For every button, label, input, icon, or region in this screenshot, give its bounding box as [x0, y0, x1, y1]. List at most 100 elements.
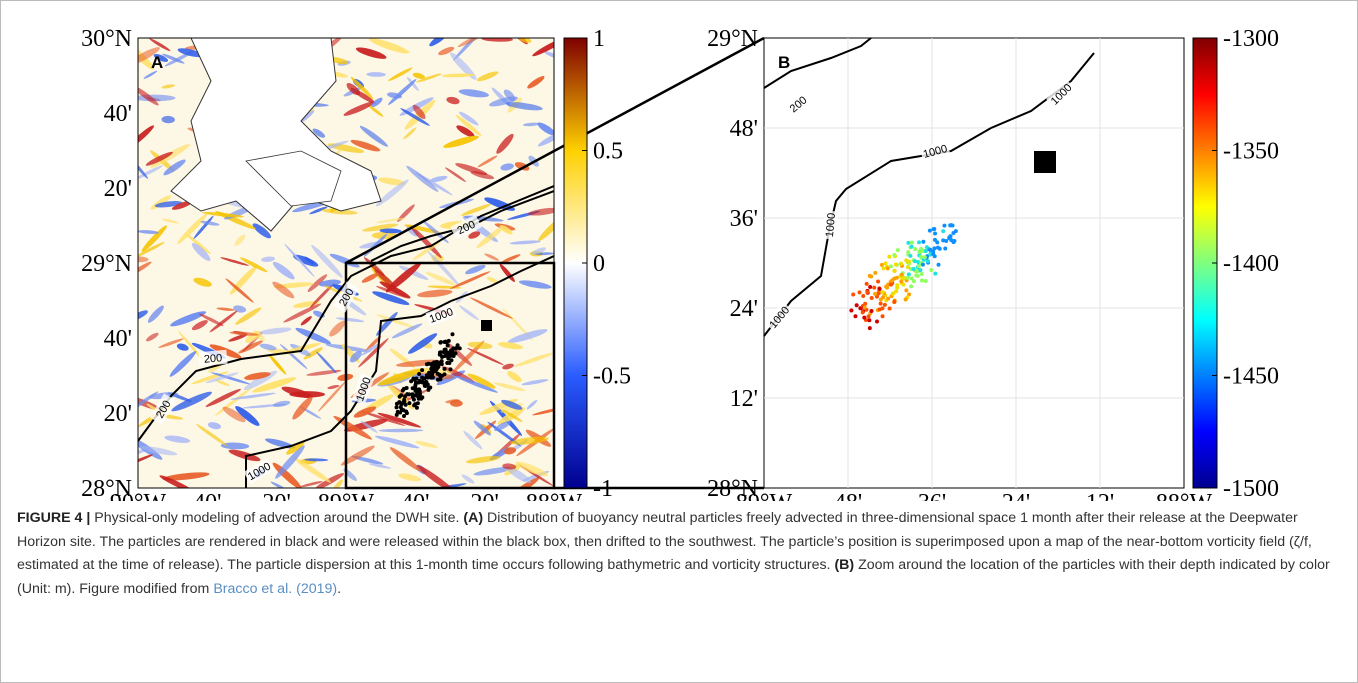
vorticity-streak [429, 175, 448, 183]
vorticity-streak [332, 479, 344, 488]
vorticity-streak [349, 350, 362, 363]
particle [941, 238, 946, 243]
particle [917, 249, 922, 254]
particle [427, 373, 432, 378]
vorticity-streak [360, 410, 406, 426]
contours [763, 37, 1095, 337]
particle [919, 246, 924, 251]
particle [949, 223, 954, 228]
particle [453, 346, 458, 351]
particle [394, 412, 399, 417]
vorticity-streak [205, 388, 241, 407]
particle [892, 268, 897, 273]
vorticity-streak [164, 435, 191, 443]
vorticity-streak [388, 67, 413, 82]
particle [874, 294, 879, 299]
vorticity-streak [225, 278, 254, 303]
particle [880, 290, 885, 295]
vorticity-streak [461, 203, 491, 216]
vorticity-streak [196, 423, 228, 447]
vorticity-streak [333, 415, 372, 440]
vorticity-streak [493, 382, 526, 392]
particle [423, 383, 428, 388]
vorticity-streak [275, 445, 305, 479]
vorticity-streak [351, 455, 384, 465]
particle [410, 392, 415, 397]
particle [442, 366, 447, 371]
caption-text: Physical-only modeling of advection arou… [90, 510, 464, 526]
particle [446, 356, 451, 361]
particle [895, 248, 900, 253]
vorticity-streak [146, 332, 159, 342]
vorticity-streak [216, 379, 230, 387]
vorticity-streak [504, 447, 517, 455]
vorticity-streak [377, 368, 423, 386]
vorticity-streak [528, 207, 554, 216]
caption-label: (A) [463, 510, 484, 526]
particle [943, 246, 948, 251]
particles [394, 332, 462, 418]
vorticity-streak [476, 71, 499, 82]
particle [857, 290, 862, 295]
particle [911, 267, 916, 272]
particle [876, 279, 881, 284]
vorticity-streak [139, 446, 178, 456]
vorticity-streak [234, 234, 246, 246]
particle [449, 358, 454, 363]
vorticity-streak [252, 377, 297, 393]
vorticity-streak [161, 84, 175, 89]
particle [949, 238, 954, 243]
vorticity-streak [162, 53, 185, 64]
map-frame [763, 37, 1185, 489]
particle [438, 377, 443, 382]
contour-label-bg [821, 210, 839, 240]
y-tick-label: 28°N [81, 476, 132, 501]
vorticity-streak [416, 465, 456, 488]
vorticity-streak [272, 400, 291, 408]
vorticity-streak [425, 271, 457, 286]
particle [413, 384, 418, 389]
particle [922, 255, 927, 260]
particle [868, 285, 873, 290]
particle [893, 262, 898, 267]
particle [417, 372, 422, 377]
particle [916, 264, 921, 269]
vorticity-streak [379, 281, 411, 299]
vorticity-streak [185, 233, 211, 255]
particle [851, 292, 856, 297]
particle [909, 244, 914, 249]
vorticity-streak [452, 340, 485, 373]
vorticity-streak [500, 163, 514, 171]
vorticity-streak [309, 206, 328, 215]
vorticity-streak [444, 167, 467, 183]
particle [927, 228, 932, 233]
vorticity-streak [417, 289, 453, 298]
vorticity-streak [329, 57, 348, 65]
vorticity-streak [286, 441, 305, 455]
y-tick-label: 48' [730, 116, 758, 142]
vorticity-streak [391, 323, 423, 339]
vorticity-streak [465, 455, 501, 464]
vorticity-streak [514, 162, 530, 171]
vorticity-streak [537, 122, 554, 136]
vorticity-streak [138, 261, 152, 278]
vorticity-streak [376, 217, 405, 223]
particle [849, 308, 854, 313]
particle [944, 239, 949, 244]
x-tick-label: 89°W [736, 490, 793, 501]
vorticity-streak [353, 406, 377, 418]
vorticity-streak [281, 386, 313, 399]
vorticity-streak [507, 371, 522, 383]
vorticity-streak [358, 338, 389, 368]
y-tick-label: 29°N [81, 251, 132, 277]
reference-link[interactable]: Bracco et al. (2019) [213, 580, 338, 597]
particle [929, 268, 934, 273]
vorticity-streak [515, 461, 548, 477]
vorticity-streak [368, 463, 392, 469]
contour-label-bg [351, 373, 375, 405]
vorticity-streak [375, 285, 410, 299]
vorticity-streak [259, 327, 292, 335]
contour-label-bg [1046, 79, 1076, 109]
dwh-site [481, 320, 492, 331]
vorticity-streak [521, 379, 549, 386]
